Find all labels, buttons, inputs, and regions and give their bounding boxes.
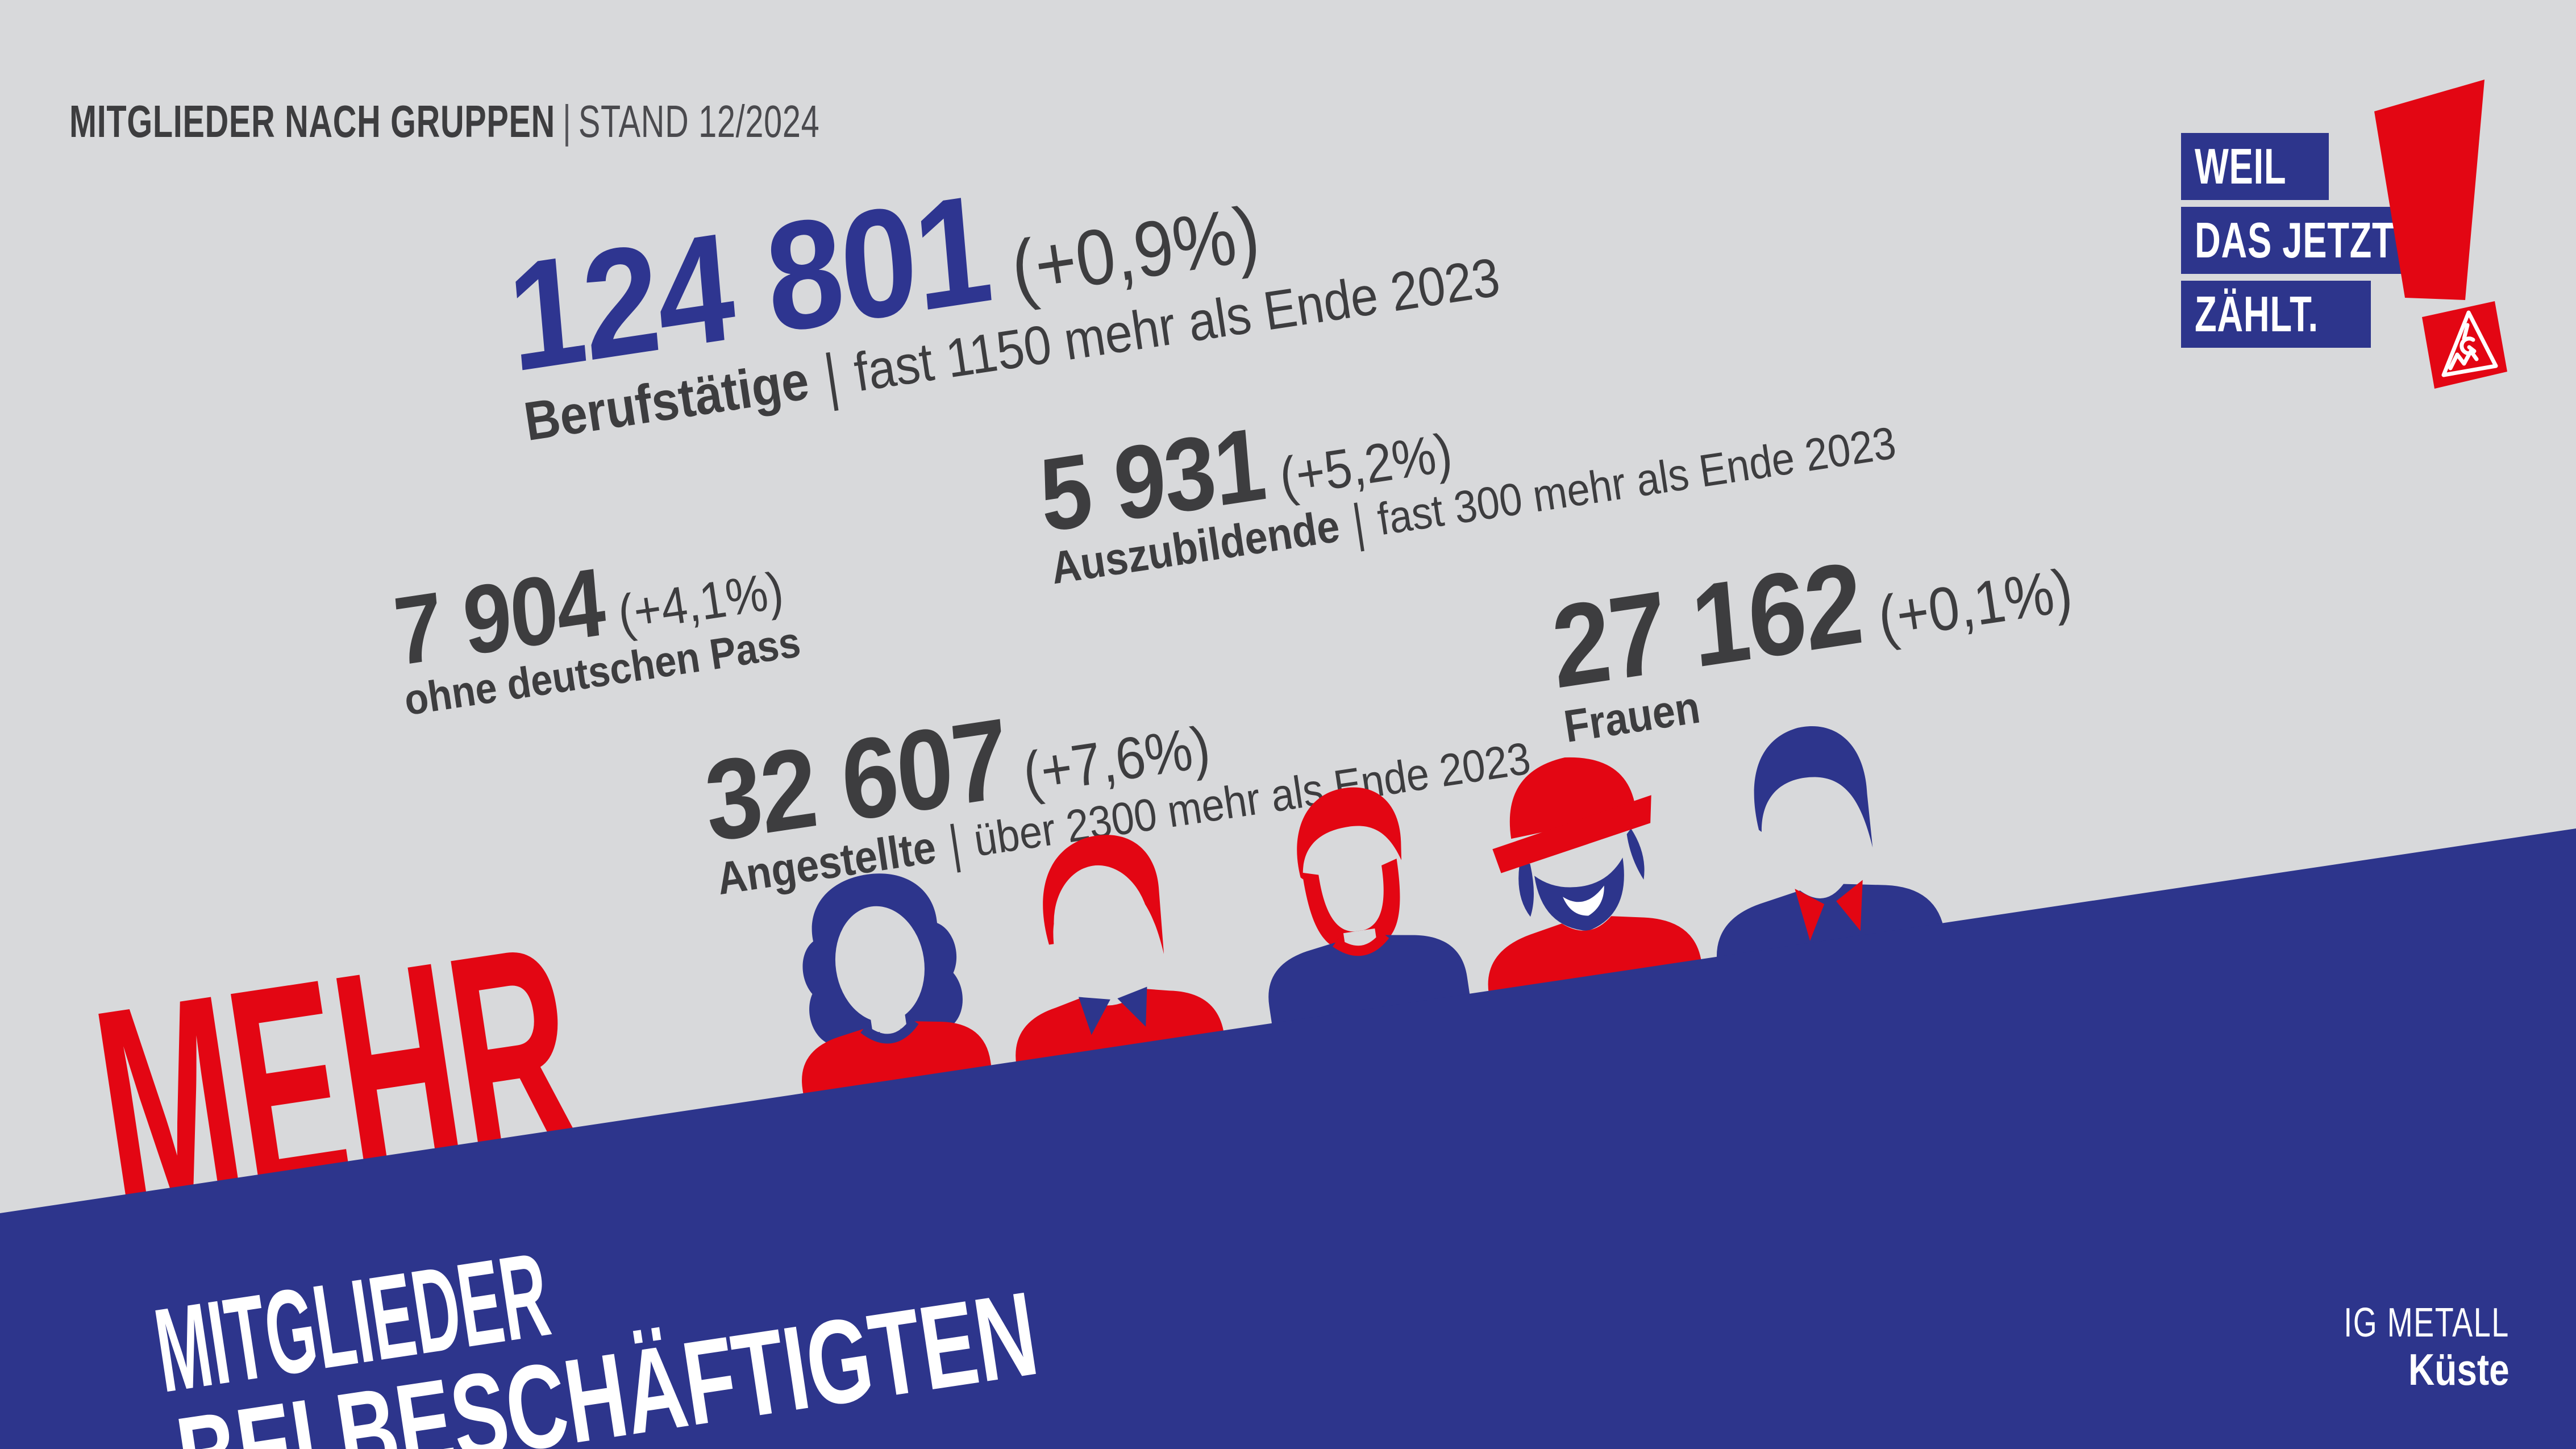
igm-triangle-emblem [2441, 310, 2498, 377]
logo-text-weil: WEIL [2195, 138, 2287, 194]
stat-berufstaetige: 124 801 (+0,9%) Berufstätige | fast 1150… [500, 111, 1503, 453]
date-label: STAND 12/2024 [578, 96, 820, 147]
logo-text-das-jetzt: DAS JETZT [2195, 212, 2395, 268]
footer: IG METALL Küste [2288, 1301, 2510, 1393]
header: MITGLIEDER NACH GRUPPEN | STAND 12/2024 [69, 95, 819, 148]
exclamation-mark-icon [2374, 80, 2507, 389]
page-title: MITGLIEDER NACH GRUPPEN [69, 96, 556, 147]
stat-value: 5 931 [1035, 405, 1269, 555]
title-separator: | [562, 96, 571, 147]
stat-value: 7 904 [390, 547, 608, 687]
logo-bar-1: WEIL [2181, 133, 2329, 200]
footer-org: IG METALL [2344, 1300, 2510, 1346]
stat-ohne-deutschen-pass: 7 904 (+4,1%) ohne deutschen Pass [389, 535, 804, 724]
stat-divider: | [1349, 493, 1368, 552]
logo-bar-3: ZÄHLT. [2181, 281, 2371, 348]
footer-region: Küste [2408, 1344, 2510, 1394]
logo-text-zaehlt: ZÄHLT. [2195, 286, 2319, 342]
